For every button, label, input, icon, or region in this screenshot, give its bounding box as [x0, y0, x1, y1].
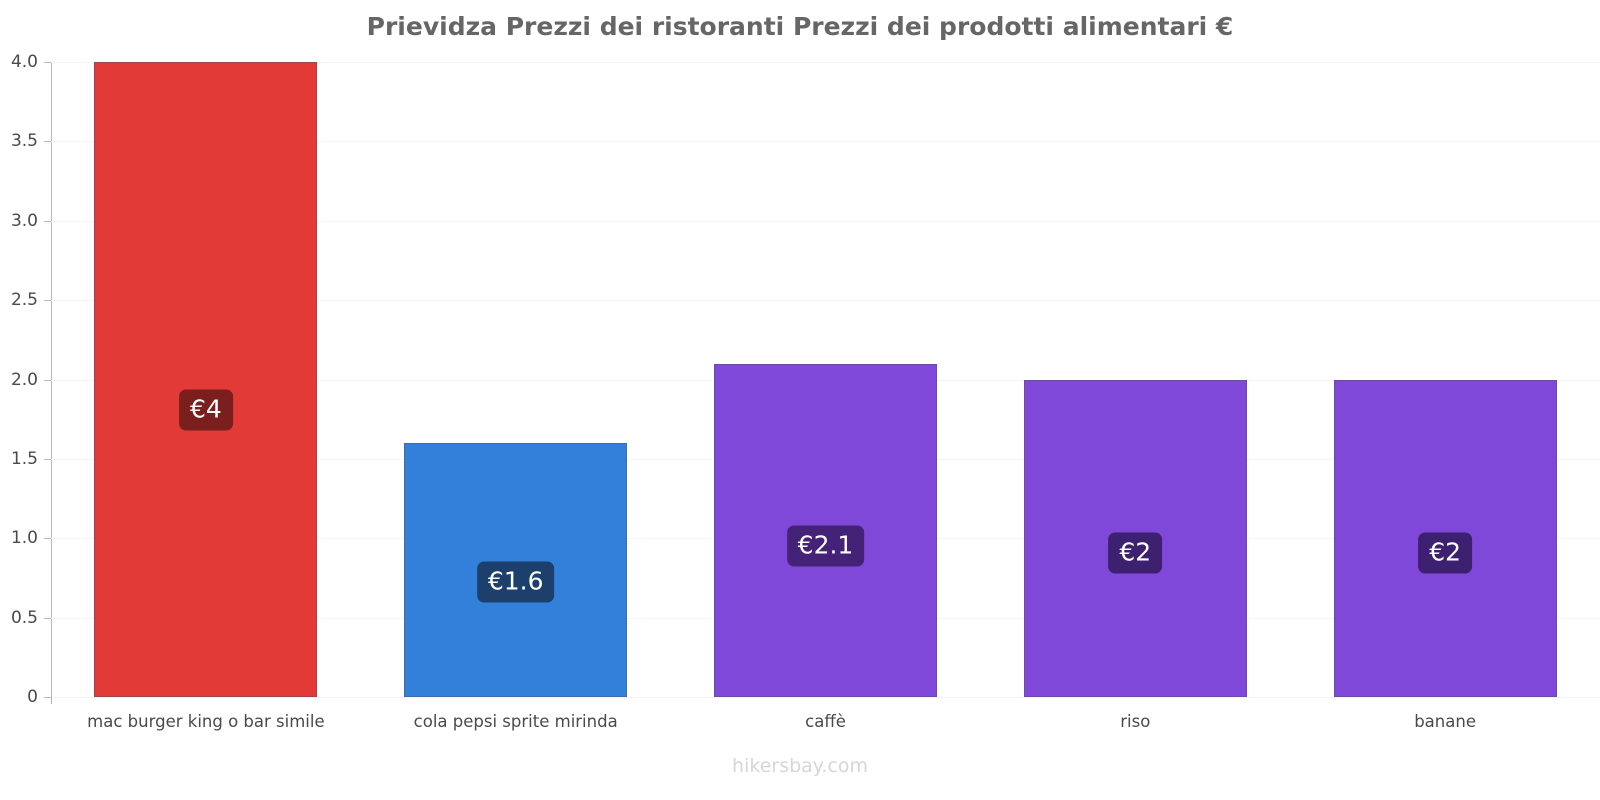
y-tick-label: 0 — [27, 687, 38, 707]
y-tick-mark — [44, 458, 51, 460]
bar-value-label: €2 — [1418, 532, 1472, 574]
chart-title: Prievidza Prezzi dei ristoranti Prezzi d… — [366, 12, 1234, 41]
y-tick-mark — [44, 220, 51, 222]
x-tick-label: mac burger king o bar simile — [87, 712, 325, 731]
y-tick-label: 2.0 — [10, 369, 38, 390]
y-tick-mark — [44, 300, 51, 302]
bar-value-label: €1.6 — [476, 561, 555, 603]
x-tick-label: caffè — [805, 712, 846, 731]
y-tick-mark — [44, 538, 51, 540]
x-tick-label: cola pepsi sprite mirinda — [413, 712, 618, 731]
y-tick-mark — [44, 62, 51, 63]
bar-value-label: €2.1 — [786, 525, 865, 567]
y-tick-label: 3.0 — [10, 210, 38, 231]
y-tick-mark — [44, 379, 51, 381]
x-tick-label: riso — [1120, 712, 1151, 731]
y-tick-mark — [44, 617, 51, 619]
plot-area: €4 €1.6 €2.1 €2 €2 — [51, 62, 1600, 698]
y-tick-label: 0.5 — [10, 607, 38, 628]
bar[interactable] — [94, 62, 318, 697]
bar-value-label: €4 — [178, 389, 233, 431]
bar-value-label: €2 — [1108, 532, 1163, 574]
footer-credit: hikersbay.com — [732, 755, 868, 777]
y-tick-label: 2.5 — [10, 290, 38, 311]
x-tick-label: banane — [1414, 712, 1476, 731]
gridline — [51, 62, 1600, 63]
y-tick-label: 4.0 — [10, 52, 38, 72]
y-tick-label: 1.0 — [10, 528, 38, 549]
x-origin-tick-mark — [51, 697, 52, 704]
gridline — [51, 220, 1600, 222]
y-tick-label: 1.5 — [10, 448, 38, 469]
y-tick-mark — [44, 697, 51, 698]
gridline — [51, 300, 1600, 302]
y-tick-mark — [44, 141, 51, 143]
y-tick-label: 3.5 — [10, 131, 38, 152]
gridline — [51, 141, 1600, 143]
gridline — [51, 697, 1600, 698]
